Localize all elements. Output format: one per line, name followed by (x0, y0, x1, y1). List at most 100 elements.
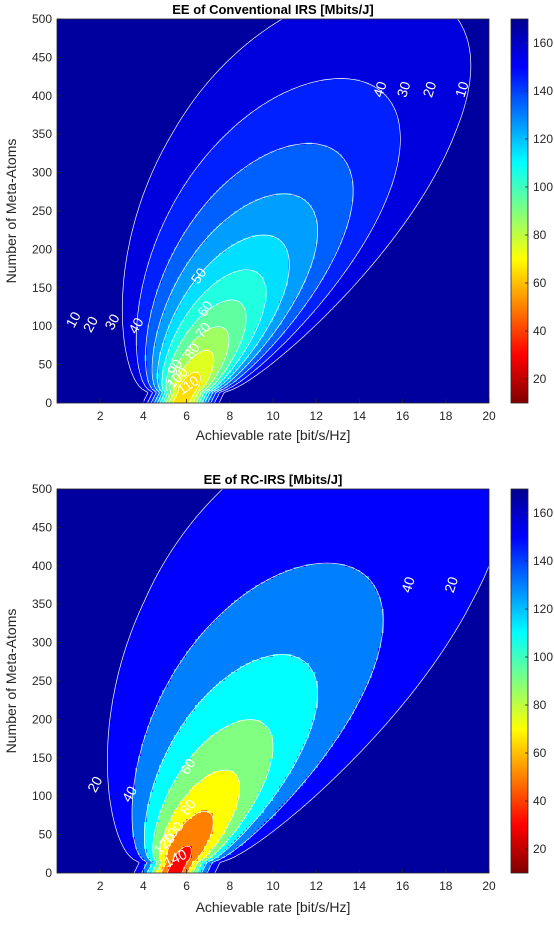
contour-cell (414, 40, 418, 44)
contour-cell (84, 46, 88, 50)
contour-cell (252, 79, 256, 83)
contour-cell (120, 40, 124, 44)
contour-cell (441, 115, 445, 119)
contour-cell (90, 67, 94, 71)
contour-cell (318, 28, 322, 32)
contour-cell (165, 100, 169, 104)
contour-cell (375, 109, 379, 113)
contour-cell (96, 73, 100, 77)
contour-cell (483, 25, 487, 29)
contour-cell (447, 22, 451, 26)
contour-cell (378, 67, 382, 71)
contour-cell (219, 94, 223, 98)
contour-cell (291, 64, 295, 68)
contour-cell (285, 31, 289, 35)
contour-cell (258, 88, 262, 92)
contour-cell (426, 70, 430, 74)
contour-cell (429, 37, 433, 41)
contour-cell (96, 61, 100, 65)
contour-cell (390, 103, 394, 107)
contour-cell (75, 109, 79, 113)
contour-cell (204, 64, 208, 68)
contour-cell (330, 22, 334, 26)
contour-cell (399, 109, 403, 113)
contour-cell (159, 52, 163, 56)
contour-cell (468, 112, 472, 116)
contour-cell (450, 109, 454, 113)
contour-cell (288, 31, 292, 35)
contour-cell (390, 28, 394, 32)
contour-cell (354, 73, 358, 77)
contour-cell (252, 100, 256, 104)
contour-cell (228, 112, 232, 116)
contour-cell (138, 55, 142, 59)
contour-cell (300, 82, 304, 86)
contour-cell (387, 106, 391, 110)
contour-cell (351, 64, 355, 68)
contour-cell (291, 67, 295, 71)
contour-cell (150, 49, 154, 53)
contour-cell (327, 67, 331, 71)
contour-cell (210, 31, 214, 35)
contour-cell (252, 97, 256, 101)
contour-cell (186, 46, 190, 50)
contour-cell (429, 22, 433, 26)
contour-cell (210, 46, 214, 50)
contour-cell (318, 112, 322, 116)
contour-cell (480, 28, 484, 32)
contour-cell (207, 97, 211, 101)
contour-cell (339, 37, 343, 41)
contour-cell (393, 25, 397, 29)
contour-cell (300, 85, 304, 89)
contour-cell (450, 70, 454, 74)
contour-cell (354, 91, 358, 95)
contour-cell (432, 70, 436, 74)
contour-cell (264, 64, 268, 68)
contour-cell (126, 22, 130, 26)
contour-cell (297, 121, 301, 125)
contour-cell (135, 121, 139, 125)
contour-cell (393, 91, 397, 95)
contour-cell (360, 88, 364, 92)
contour-cell (312, 97, 316, 101)
contour-cell (285, 37, 289, 41)
contour-cell (258, 94, 262, 98)
contour-cell (186, 52, 190, 56)
contour-cell (117, 106, 121, 110)
contour-cell (357, 40, 361, 44)
contour-cell (246, 109, 250, 113)
contour-cell (90, 112, 94, 116)
contour-cell (261, 34, 265, 38)
contour-cell (183, 103, 187, 107)
contour-cell (459, 40, 463, 44)
contour-cell (441, 94, 445, 98)
contour-cell (330, 25, 334, 29)
contour-cell (66, 97, 70, 101)
contour-cell (171, 115, 175, 119)
contour-cell (180, 85, 184, 89)
contour-cell (285, 88, 289, 92)
contour-cell (132, 55, 136, 59)
contour-cell (453, 55, 457, 59)
contour-cell (72, 91, 76, 95)
contour-cell (354, 52, 358, 56)
contour-cell (57, 82, 61, 86)
contour-cell (156, 28, 160, 32)
contour-cell (402, 67, 406, 71)
contour-cell (246, 61, 250, 65)
contour-cell (108, 28, 112, 32)
contour-cell (63, 67, 67, 71)
contour-cell (474, 40, 478, 44)
contour-cell (276, 31, 280, 35)
contour-cell (243, 115, 247, 119)
contour-cell (186, 106, 190, 110)
contour-cell (177, 37, 181, 41)
contour-cell (66, 115, 70, 119)
contour-cell (456, 61, 460, 65)
contour-cell (351, 55, 355, 59)
contour-cell (288, 28, 292, 32)
contour-cell (255, 19, 259, 23)
contour-cell (162, 43, 166, 47)
contour-cell (210, 109, 214, 113)
contour-cell (282, 109, 286, 113)
